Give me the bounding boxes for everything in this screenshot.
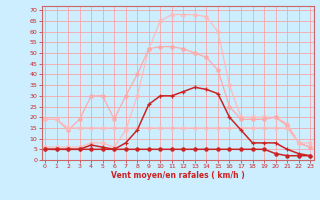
X-axis label: Vent moyen/en rafales ( km/h ): Vent moyen/en rafales ( km/h )	[111, 171, 244, 180]
